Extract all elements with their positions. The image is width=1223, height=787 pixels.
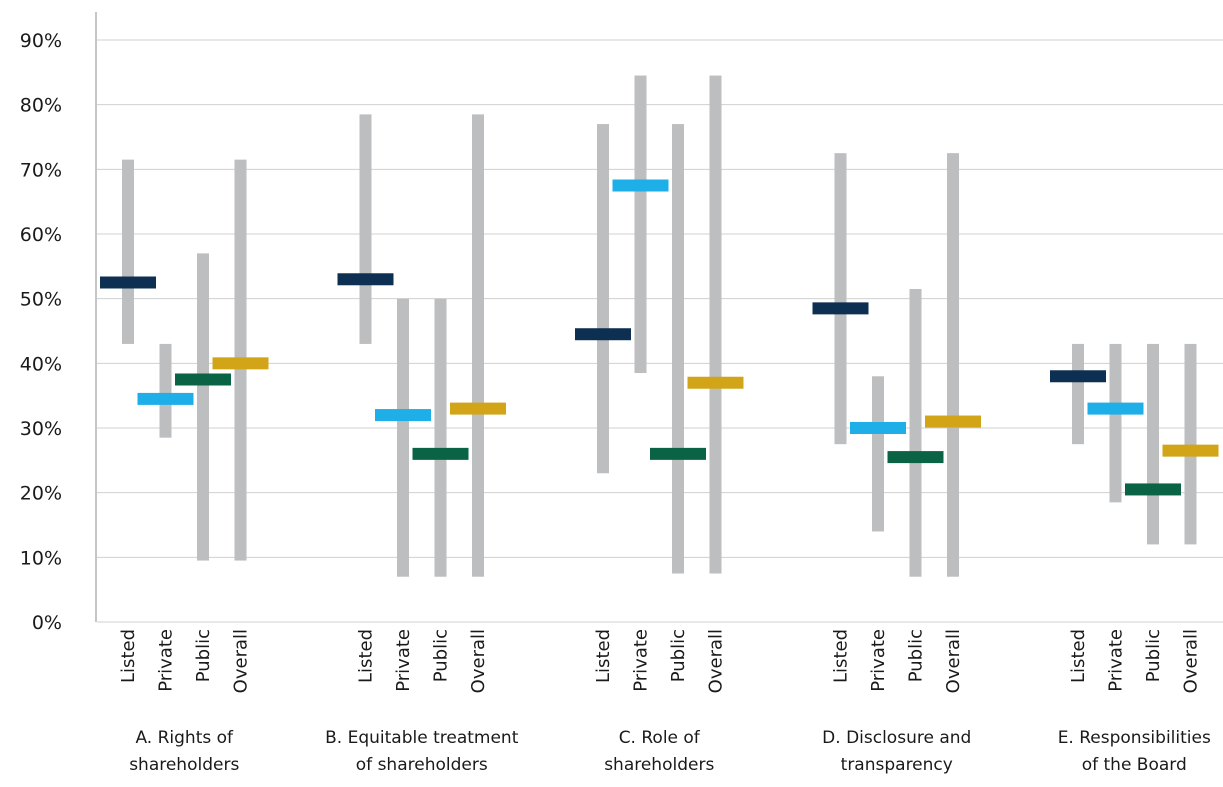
value-marker-overall — [1162, 444, 1219, 457]
category-label: Private — [868, 629, 889, 692]
range-bar-overall — [1184, 343, 1197, 545]
range-bar-overall — [472, 114, 484, 577]
group-label: transparency — [841, 755, 953, 775]
group-label: D. Disclosure and — [822, 728, 971, 748]
value-markers — [100, 179, 1219, 496]
range-bar-listed — [597, 124, 609, 474]
value-marker-overall — [687, 376, 744, 389]
y-tick-label: 30% — [20, 418, 62, 440]
value-marker-public — [650, 447, 706, 460]
value-marker-public — [175, 373, 231, 386]
value-marker-private — [1087, 402, 1144, 415]
value-marker-public — [887, 451, 944, 464]
y-tick-label: 60% — [20, 224, 62, 246]
y-tick-label: 70% — [20, 159, 62, 181]
value-marker-listed — [812, 302, 869, 315]
range-bar-private — [397, 298, 409, 577]
range-bar-public — [434, 298, 447, 577]
group-label: shareholders — [129, 755, 239, 775]
value-marker-private — [375, 409, 431, 422]
category-label: Listed — [356, 629, 377, 683]
value-marker-overall — [450, 402, 506, 415]
group-label: shareholders — [604, 755, 714, 775]
range-bar-overall — [947, 153, 959, 577]
group-label: E. Responsibilities — [1058, 728, 1211, 748]
category-label: Private — [1106, 629, 1127, 692]
gridlines — [97, 39, 1223, 623]
value-marker-private — [612, 179, 669, 192]
value-marker-listed — [337, 273, 394, 286]
category-label: Overall — [706, 629, 727, 693]
category-label: Private — [393, 629, 414, 692]
category-label: Listed — [1068, 629, 1089, 683]
category-label: Listed — [118, 629, 139, 683]
x-axis-labels: Listed Private Public Overall A. Rights of sh… — [118, 629, 1211, 775]
range-bar-listed — [1072, 343, 1084, 445]
range-bar-listed — [122, 159, 134, 344]
range-bar-listed — [834, 153, 847, 445]
group-label: B. Equitable treatment — [325, 728, 519, 748]
range-bar-private — [872, 376, 884, 532]
range-bar-public — [197, 253, 209, 561]
category-label: Public — [668, 629, 689, 682]
category-label: Overall — [231, 629, 252, 693]
value-marker-private — [850, 422, 906, 434]
range-bar-private — [159, 343, 172, 438]
category-label: Private — [631, 629, 652, 692]
category-label: Public — [1143, 629, 1164, 682]
y-tick-label: 50% — [20, 289, 62, 311]
group-label: of shareholders — [356, 755, 488, 775]
value-marker-public — [412, 447, 469, 460]
group-label: C. Role of — [619, 728, 701, 748]
value-marker-overall — [212, 357, 269, 370]
y-tick-label: 80% — [20, 95, 62, 117]
category-label: Listed — [831, 629, 852, 683]
value-marker-listed — [100, 276, 156, 289]
group-label: of the Board — [1082, 755, 1187, 775]
y-axis: 0% 10% 20% 30% 40% 50% 60% 70% 80% 90% — [20, 12, 97, 634]
category-label: Overall — [468, 629, 489, 693]
category-label: Public — [906, 629, 927, 682]
category-label: Public — [193, 629, 214, 682]
value-marker-private — [137, 392, 194, 405]
category-label: Overall — [943, 629, 964, 693]
value-marker-public — [1125, 483, 1181, 496]
range-bar-public — [1147, 343, 1159, 545]
category-label: Overall — [1181, 629, 1202, 693]
value-marker-listed — [575, 328, 631, 341]
range-bar-overall — [709, 75, 722, 574]
range-bars — [122, 75, 1197, 577]
range-bar-private — [634, 75, 647, 374]
range-bar-public — [909, 288, 922, 577]
value-marker-overall — [925, 415, 981, 428]
y-tick-label: 90% — [20, 30, 62, 52]
y-tick-label: 20% — [20, 483, 62, 505]
category-label: Private — [156, 629, 177, 692]
value-marker-listed — [1050, 370, 1106, 383]
category-label: Listed — [593, 629, 614, 683]
y-tick-label: 40% — [20, 353, 62, 375]
category-label: Public — [431, 629, 452, 682]
range-bar-listed — [359, 114, 372, 344]
group-label: A. Rights of — [135, 728, 234, 748]
y-tick-label: 10% — [20, 547, 62, 569]
range-bar-private — [1109, 343, 1122, 503]
range-bar-public — [672, 124, 684, 574]
y-tick-label: 0% — [32, 612, 62, 634]
